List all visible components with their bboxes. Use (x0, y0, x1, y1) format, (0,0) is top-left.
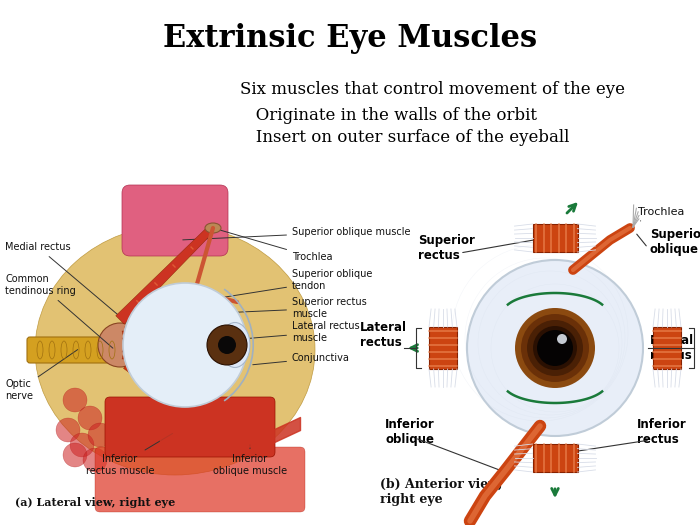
Circle shape (537, 330, 573, 366)
Text: Six muscles that control movement of the eye: Six muscles that control movement of the… (240, 81, 625, 99)
Ellipse shape (205, 223, 221, 233)
FancyBboxPatch shape (653, 327, 681, 369)
Polygon shape (116, 227, 213, 324)
Circle shape (63, 443, 87, 467)
Polygon shape (122, 352, 134, 359)
Text: Inferior
oblique: Inferior oblique (385, 418, 435, 446)
Polygon shape (125, 313, 151, 339)
Circle shape (98, 323, 142, 367)
Text: Superior oblique muscle: Superior oblique muscle (183, 227, 410, 240)
Ellipse shape (35, 225, 315, 475)
Text: Optic
nerve: Optic nerve (5, 350, 78, 401)
Text: (b) Anterior view,
right eye: (b) Anterior view, right eye (380, 478, 503, 506)
Circle shape (207, 325, 247, 365)
FancyBboxPatch shape (105, 397, 275, 457)
Circle shape (515, 308, 595, 388)
Ellipse shape (220, 322, 250, 368)
Text: Inferior
rectus: Inferior rectus (637, 418, 687, 446)
Circle shape (557, 334, 567, 344)
Circle shape (218, 336, 236, 354)
Circle shape (467, 260, 643, 436)
Circle shape (78, 406, 102, 430)
Circle shape (123, 283, 247, 407)
Text: Trochlea: Trochlea (638, 207, 685, 221)
Circle shape (56, 418, 80, 442)
Circle shape (83, 448, 107, 472)
Text: Lateral
rectus: Lateral rectus (360, 321, 407, 349)
Polygon shape (122, 349, 134, 352)
Circle shape (527, 320, 583, 376)
Polygon shape (122, 331, 134, 338)
Text: Superior rectus
muscle: Superior rectus muscle (178, 297, 367, 319)
FancyBboxPatch shape (533, 444, 578, 472)
FancyBboxPatch shape (429, 327, 457, 369)
Text: Extrinsic Eye Muscles: Extrinsic Eye Muscles (163, 23, 537, 54)
Text: Inferior
rectus muscle: Inferior rectus muscle (85, 434, 173, 476)
FancyBboxPatch shape (533, 224, 578, 252)
Text: Medial
rectus: Medial rectus (650, 334, 694, 362)
Circle shape (521, 314, 589, 382)
Text: Conjunctiva: Conjunctiva (253, 353, 350, 365)
Text: Medial rectus: Medial rectus (5, 242, 128, 323)
Text: Superior oblique
tendon: Superior oblique tendon (203, 269, 372, 301)
Text: (a) Lateral view, right eye: (a) Lateral view, right eye (15, 497, 175, 508)
Text: Originate in the walls of the orbit: Originate in the walls of the orbit (240, 107, 537, 123)
Polygon shape (123, 358, 158, 389)
Text: Superior
oblique: Superior oblique (650, 228, 700, 256)
Circle shape (533, 326, 577, 370)
Circle shape (70, 433, 94, 457)
FancyBboxPatch shape (122, 185, 228, 256)
Text: Lateral rectus
muscle: Lateral rectus muscle (232, 321, 360, 343)
Text: Insert on outer surface of the eyeball: Insert on outer surface of the eyeball (240, 130, 569, 146)
Text: Superior
rectus: Superior rectus (418, 234, 475, 262)
FancyBboxPatch shape (95, 447, 305, 512)
Text: Trochlea: Trochlea (216, 229, 332, 262)
FancyBboxPatch shape (27, 337, 123, 363)
Text: Inferior
oblique muscle: Inferior oblique muscle (213, 445, 287, 476)
Circle shape (88, 423, 112, 447)
Polygon shape (122, 338, 134, 341)
Circle shape (63, 388, 87, 412)
Text: Common
tendinous ring: Common tendinous ring (5, 274, 113, 348)
